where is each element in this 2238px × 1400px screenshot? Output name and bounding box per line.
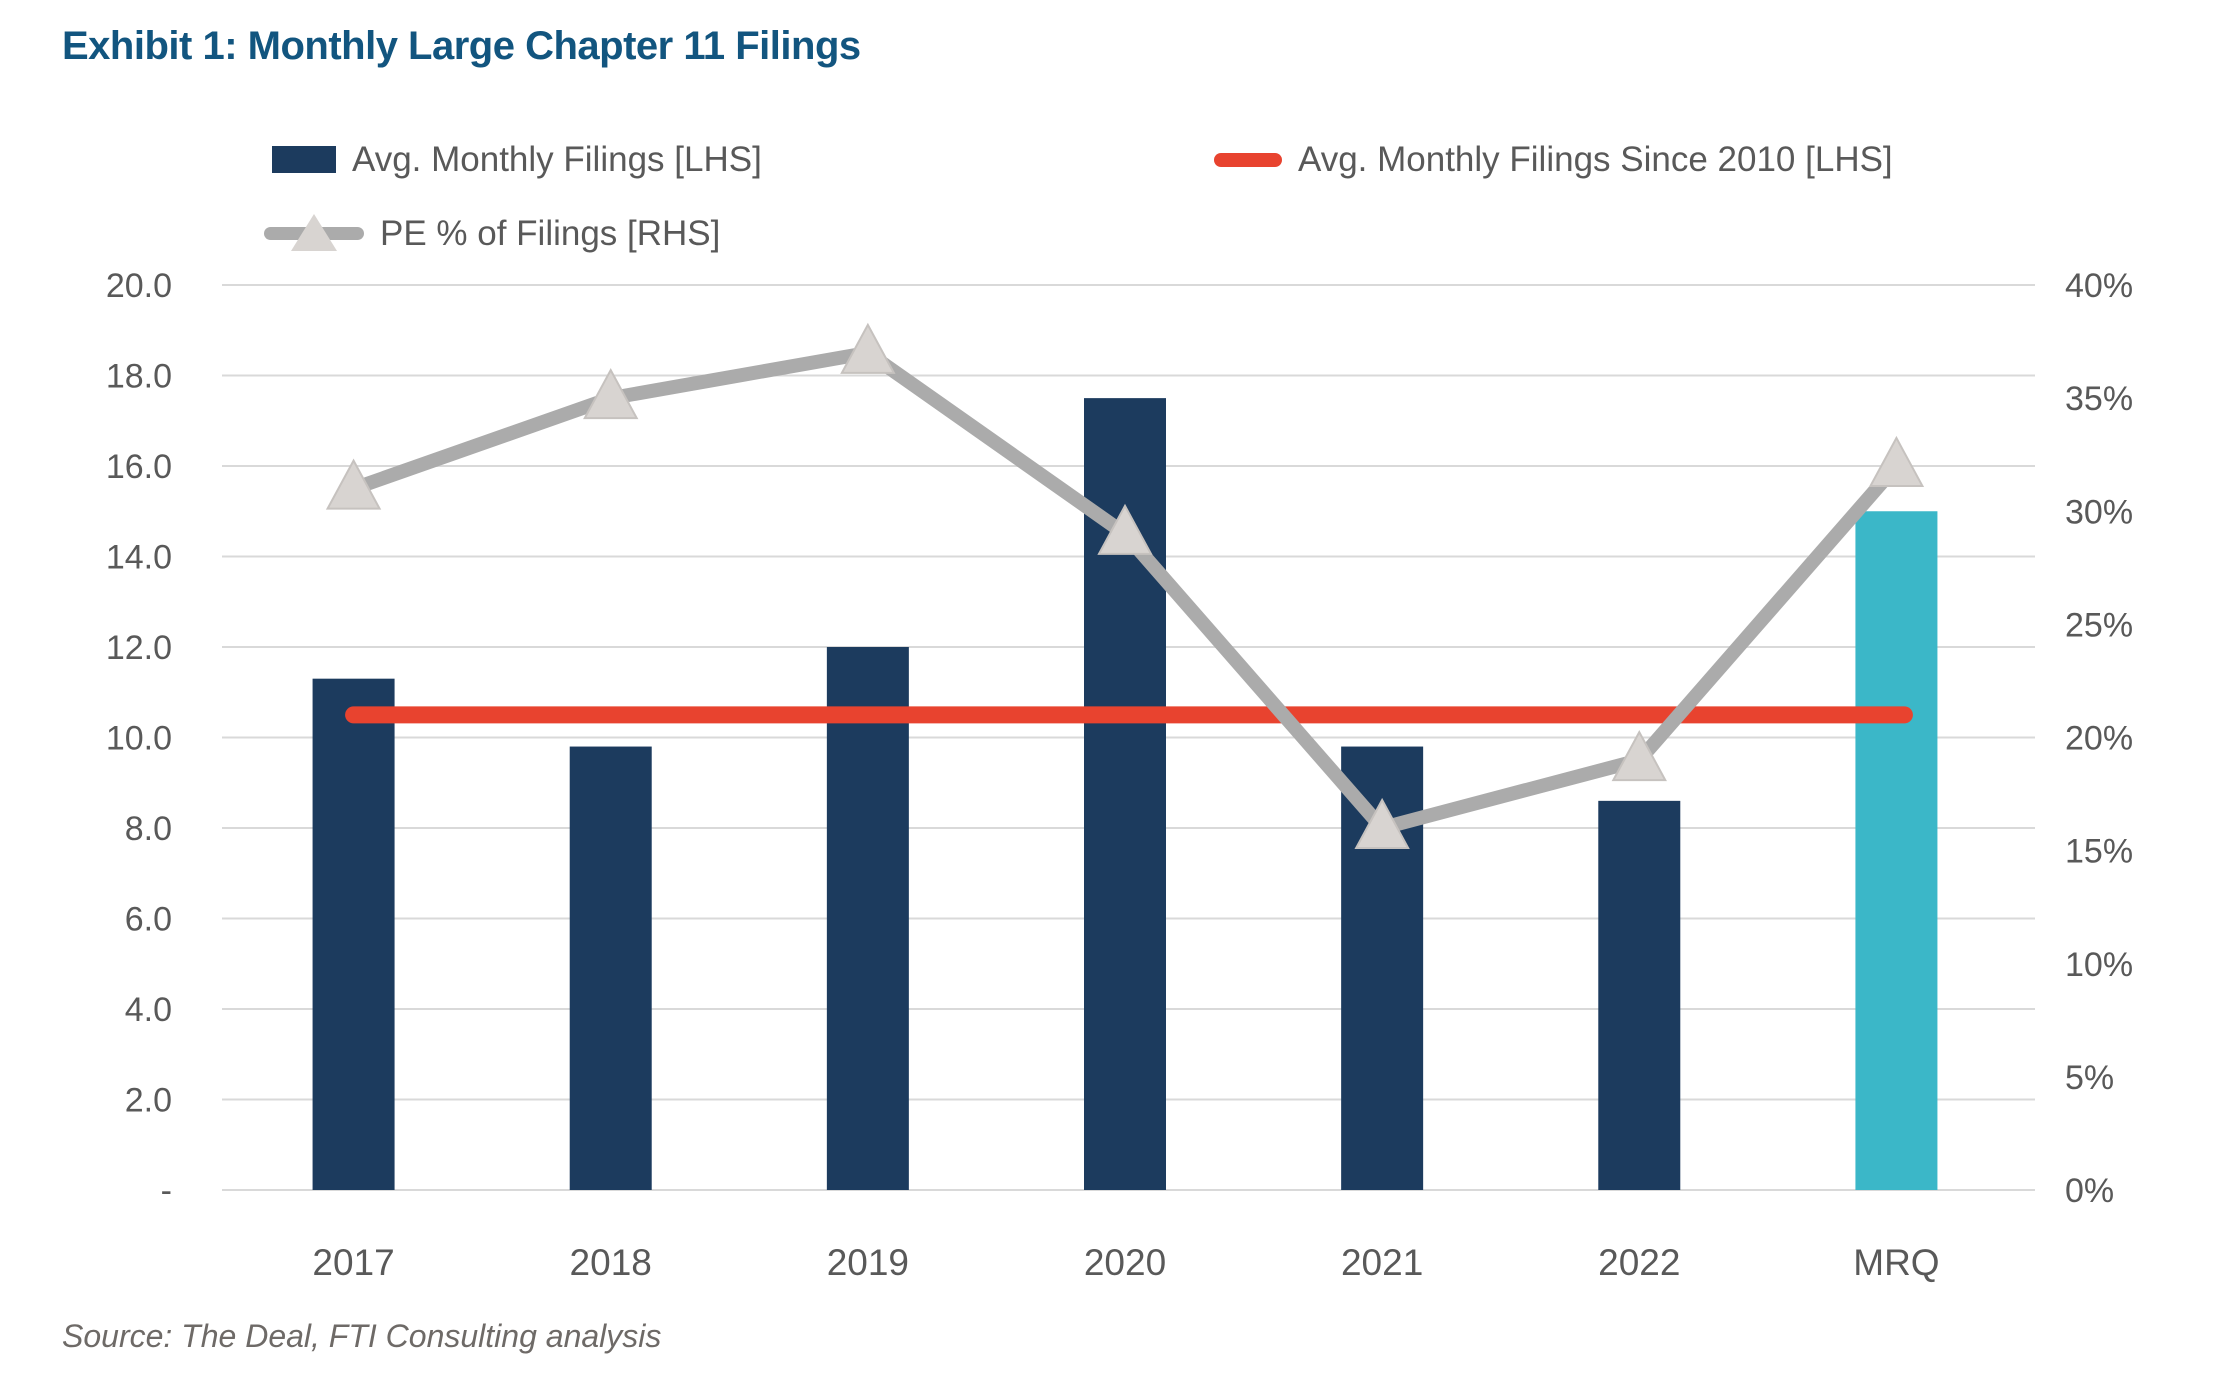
exhibit-title: Exhibit 1: Monthly Large Chapter 11 Fili… bbox=[62, 24, 861, 68]
left-axis-tick-label: 10.0 bbox=[106, 720, 172, 758]
right-axis-tick-label: 40% bbox=[2065, 267, 2133, 305]
red-line-swatch-icon bbox=[1214, 152, 1282, 167]
right-axis-tick-label: 10% bbox=[2065, 946, 2133, 984]
legend-item-pe-pct-of-filings: PE % of Filings [RHS] bbox=[264, 212, 720, 254]
x-axis-label-2018: 2018 bbox=[570, 1242, 652, 1283]
x-axis-label-MRQ: MRQ bbox=[1853, 1242, 1939, 1283]
x-axis-label-2021: 2021 bbox=[1341, 1242, 1423, 1283]
left-axis-tick-label: 4.0 bbox=[125, 991, 172, 1029]
left-axis-tick-label: - bbox=[161, 1172, 172, 1210]
pe-marker-2018 bbox=[583, 368, 639, 420]
pe-marker-MRQ bbox=[1868, 435, 1925, 487]
source-note: Source: The Deal, FTI Consulting analysi… bbox=[62, 1318, 662, 1354]
left-axis-tick-label: 14.0 bbox=[106, 539, 172, 577]
legend-label: Avg. Monthly Filings [LHS] bbox=[352, 140, 762, 179]
right-axis-tick-label: 20% bbox=[2065, 720, 2133, 758]
legend-item-avg-filings-since-2010: Avg. Monthly Filings Since 2010 [LHS] bbox=[1214, 142, 1893, 177]
right-axis-tick-label: 15% bbox=[2065, 833, 2133, 871]
x-axis-label-2022: 2022 bbox=[1598, 1242, 1680, 1283]
left-axis-tick-label: 18.0 bbox=[106, 358, 172, 396]
right-axis-tick-label: 35% bbox=[2065, 380, 2133, 418]
right-axis-tick-label: 0% bbox=[2065, 1172, 2114, 1210]
navy-bar-swatch-icon bbox=[272, 146, 336, 173]
legend-label: PE % of Filings [RHS] bbox=[380, 213, 721, 253]
pe-marker-2022 bbox=[1611, 730, 1667, 782]
right-axis-tick-label: 25% bbox=[2065, 606, 2133, 644]
bar-MRQ bbox=[1855, 511, 1938, 1190]
triangle-marker-swatch-part bbox=[291, 214, 337, 251]
bar-2018 bbox=[569, 746, 652, 1190]
legend-label: Avg. Monthly Filings Since 2010 [LHS] bbox=[1298, 140, 1893, 179]
left-axis-tick-label: 2.0 bbox=[125, 1082, 172, 1120]
bar-2022 bbox=[1598, 800, 1681, 1190]
x-axis-label-2017: 2017 bbox=[312, 1242, 394, 1283]
x-axis-label-2019: 2019 bbox=[827, 1242, 909, 1283]
pe-marker-2021 bbox=[1354, 797, 1410, 849]
right-axis-tick-label: 5% bbox=[2065, 1059, 2114, 1097]
left-axis-tick-label: 12.0 bbox=[106, 629, 172, 667]
pe-marker-2017 bbox=[325, 458, 382, 510]
left-axis-tick-label: 6.0 bbox=[125, 901, 172, 939]
legend-item-avg-monthly-filings: Avg. Monthly Filings [LHS] bbox=[272, 142, 762, 177]
left-axis-tick-label: 20.0 bbox=[106, 267, 172, 305]
left-axis-tick-label: 16.0 bbox=[106, 448, 172, 486]
gray-line-triangle-swatch-icon bbox=[264, 212, 364, 254]
right-axis-tick-label: 30% bbox=[2065, 493, 2133, 531]
x-axis-label-2020: 2020 bbox=[1084, 1242, 1166, 1283]
bar-2019 bbox=[826, 647, 909, 1190]
pe-marker-2019 bbox=[840, 322, 896, 374]
left-axis-tick-label: 8.0 bbox=[125, 810, 172, 848]
pe-marker-2020 bbox=[1097, 503, 1153, 555]
bar-2017 bbox=[312, 678, 395, 1190]
